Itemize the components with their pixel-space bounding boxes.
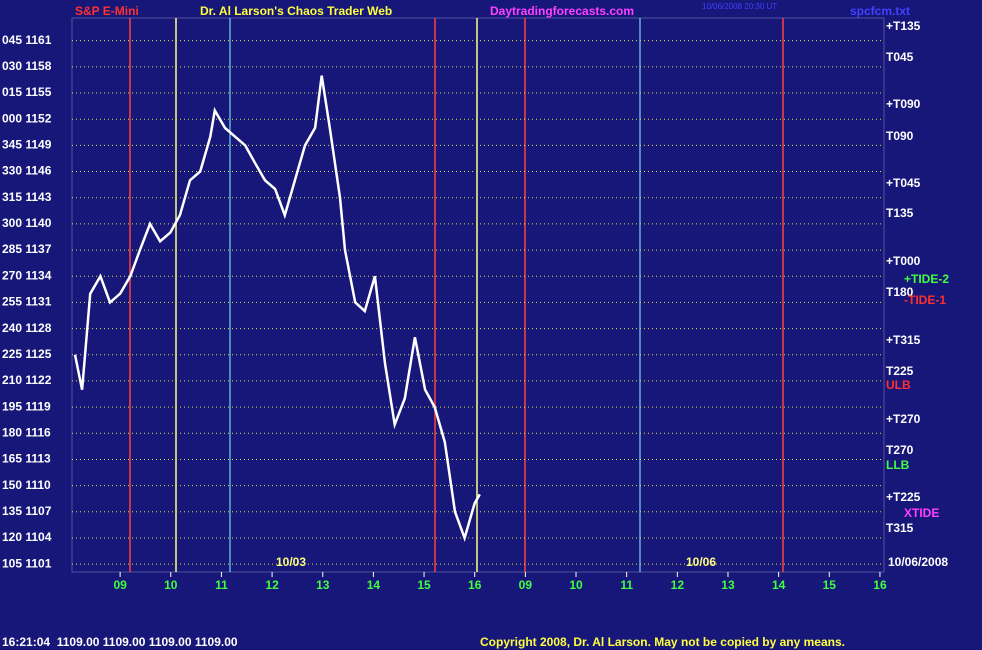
right-label: T270	[886, 443, 914, 457]
date-label: 10/03	[276, 555, 306, 569]
x-tick-label: 12	[671, 578, 685, 592]
right-label: T180	[886, 285, 914, 299]
y-tick-label: 330 1146	[2, 164, 52, 178]
y-tick-label: 180 1116	[2, 425, 51, 439]
right-label: -TIDE-1	[904, 293, 946, 307]
right-label: +T090	[886, 97, 921, 111]
y-tick-label: 345 1149	[2, 138, 52, 152]
right-label: LLB	[886, 458, 910, 472]
y-tick-label: 210 1122	[2, 373, 52, 387]
quote: 16:21:04 1109.00 1109.00 1109.00 1109.00	[2, 635, 238, 649]
x-tick-label: 09	[519, 578, 533, 592]
y-tick-label: 150 1110	[2, 478, 51, 492]
right-label: +T000	[886, 254, 921, 268]
x-tick-label: 10	[164, 578, 178, 592]
site: Daytradingforecasts.com	[490, 4, 634, 18]
symbol: S&P E-Mini	[75, 4, 139, 18]
right-label: +T270	[886, 412, 921, 426]
right-labels: +T135 T045 +T090 T090 +T045 T135 +T000 T…	[886, 19, 949, 535]
x-tick-label: 16	[873, 578, 887, 592]
right-label: XTIDE	[904, 506, 939, 520]
x-tick-label: 11	[620, 578, 633, 592]
right-label: T315	[886, 521, 914, 535]
right-label: T135	[886, 206, 914, 220]
y-tick-label: 195 1119	[2, 399, 51, 413]
right-label: +T225	[886, 490, 921, 504]
date-label: 10/06/2008	[888, 555, 948, 569]
y-tick-label: 030 1158	[2, 59, 52, 73]
plot-area	[71, 17, 885, 573]
stamp: 10/06/2008 20:30 UT	[702, 2, 777, 11]
x-tick-label: 12	[265, 578, 279, 592]
x-tick-label: 14	[772, 578, 786, 592]
y-tick-label: 120 1104	[2, 530, 52, 544]
x-tick-label: 10	[569, 578, 583, 592]
y-tick-label: 285 1137	[2, 242, 52, 256]
hour-lines	[129, 18, 784, 572]
x-tick-label: 14	[367, 578, 381, 592]
y-tick-label: 105 1101	[2, 556, 52, 570]
y-tick-label: 000 1152	[2, 111, 52, 125]
right-label: T045	[886, 50, 914, 64]
y-tick-label: 255 1131	[2, 295, 52, 309]
file: spcfcm.txt	[850, 4, 910, 18]
x-tick-label: 15	[823, 578, 837, 592]
copyright: Copyright 2008, Dr. Al Larson. May not b…	[480, 635, 845, 649]
y-tick-label: 240 1128	[2, 321, 52, 335]
right-label: T225	[886, 364, 914, 378]
y-tick-label: 315 1143	[2, 190, 52, 204]
y-tick-label: 165 1113	[2, 452, 51, 466]
right-label: +T045	[886, 176, 921, 190]
right-label: T090	[886, 129, 914, 143]
x-tick-label: 16	[468, 578, 482, 592]
right-label: +T135	[886, 19, 921, 33]
right-label: +T315	[886, 333, 921, 347]
y-tick-label: 135 1107	[2, 504, 52, 518]
date-label: 10/06	[686, 555, 716, 569]
title: Dr. Al Larson's Chaos Trader Web	[200, 4, 392, 18]
x-tick-label: 13	[316, 578, 330, 592]
y-tick-label: 300 1140	[2, 216, 52, 230]
x-tick-label: 15	[417, 578, 431, 592]
y-tick-label: 225 1125	[2, 347, 52, 361]
x-tick-label: 11	[215, 578, 228, 592]
x-tick-label: 13	[721, 578, 735, 592]
y-tick-label: 270 1134	[2, 268, 52, 282]
price-line	[73, 75, 481, 543]
x-tick-label: 09	[113, 578, 127, 592]
right-label: +TIDE-2	[904, 272, 949, 286]
right-label: ULB	[886, 378, 911, 392]
y-tick-label: 045 1161	[2, 33, 52, 47]
y-tick-label: 015 1155	[2, 85, 52, 99]
